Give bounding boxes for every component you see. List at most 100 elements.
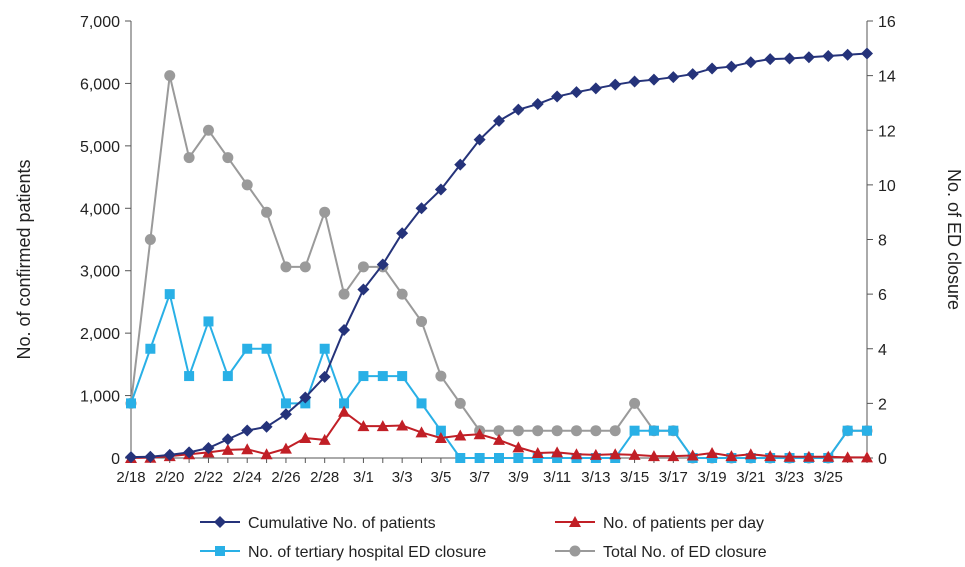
data-point: [164, 70, 176, 82]
data-point: [648, 425, 659, 436]
series-line: [130, 75, 867, 459]
left-axis-title: No. of confirmed patients: [14, 159, 34, 359]
data-point: [629, 397, 641, 409]
data-point: [706, 447, 719, 459]
data-point: [339, 398, 350, 409]
legend-marker: [214, 516, 226, 528]
data-point: [609, 448, 622, 460]
right-tick-label: 12: [878, 123, 896, 140]
data-point: [512, 441, 525, 453]
legend-marker: [569, 516, 581, 527]
data-point: [589, 448, 602, 460]
data-point: [202, 442, 215, 455]
x-tick-label: 3/17: [659, 469, 688, 486]
legend-label: No. of patients per day: [603, 515, 764, 532]
data-point: [126, 398, 136, 409]
left-tick-label: 3,000: [80, 264, 120, 281]
data-point: [222, 371, 233, 382]
legend-item: No. of patients per day: [555, 515, 764, 532]
data-point: [725, 450, 738, 462]
x-tick-label: 3/13: [581, 469, 610, 486]
data-point: [377, 371, 388, 382]
data-point: [396, 288, 408, 300]
data-point: [454, 158, 467, 171]
data-point: [338, 288, 350, 300]
left-tick-label: 1,000: [80, 389, 120, 406]
data-point: [628, 448, 641, 460]
data-point: [434, 183, 447, 196]
data-point: [570, 425, 582, 437]
series-triangle: [125, 405, 873, 463]
legend-marker: [215, 546, 225, 556]
data-point: [667, 450, 680, 462]
x-tick-label: 2/20: [155, 469, 184, 486]
data-point: [145, 343, 156, 354]
left-tick-label: 6,000: [80, 76, 120, 93]
x-tick-label: 3/19: [697, 469, 726, 486]
data-point: [396, 419, 409, 431]
legend: Cumulative No. of patients No. of patient…: [200, 515, 767, 561]
data-point: [397, 371, 408, 382]
right-tick-label: 0: [878, 451, 887, 468]
data-point: [455, 453, 466, 463]
left-tick-label: 0: [111, 451, 120, 468]
data-point: [802, 51, 815, 64]
data-point: [744, 448, 757, 460]
data-point: [261, 343, 272, 354]
data-point: [357, 261, 369, 273]
data-point: [647, 450, 660, 462]
data-point: [841, 451, 854, 463]
x-tick-label: 3/23: [775, 469, 804, 486]
data-point: [783, 450, 796, 462]
data-point: [609, 78, 622, 91]
x-tick-label: 2/22: [194, 469, 223, 486]
data-point: [318, 370, 331, 383]
legend-item: No. of tertiary hospital ED closure: [200, 544, 486, 561]
data-point: [163, 448, 176, 461]
data-point: [164, 289, 175, 300]
data-point: [668, 425, 679, 436]
data-point: [435, 370, 447, 382]
data-point: [222, 152, 234, 164]
legend-label: Cumulative No. of patients: [248, 515, 436, 532]
data-point: [241, 179, 253, 191]
series-diamond: [125, 47, 873, 464]
right-tick-label: 6: [878, 287, 887, 304]
data-point: [357, 420, 370, 432]
data-point: [279, 408, 292, 421]
data-point: [493, 114, 505, 127]
series-circle: [125, 70, 873, 464]
data-point: [532, 425, 544, 437]
data-point: [841, 48, 854, 61]
data-point: [454, 429, 467, 441]
data-point: [744, 56, 757, 69]
x-tick-label: 2/18: [116, 469, 145, 486]
data-point: [241, 443, 254, 455]
data-point: [474, 453, 485, 463]
data-point: [221, 433, 234, 446]
data-point: [609, 425, 621, 437]
legend-label: No. of tertiary hospital ED closure: [248, 544, 486, 561]
x-tick-label: 3/11: [543, 469, 571, 486]
data-point: [338, 405, 351, 417]
data-point: [358, 371, 369, 382]
left-tick-label: 5,000: [80, 139, 120, 156]
x-tick-label: 2/24: [233, 469, 262, 486]
data-point: [764, 53, 777, 66]
data-point: [125, 451, 137, 464]
data-point: [473, 428, 486, 440]
data-point: [376, 420, 389, 432]
data-point: [706, 62, 719, 75]
data-point: [434, 432, 447, 444]
data-point: [221, 443, 234, 455]
legend-label: Total No. of ED closure: [603, 544, 767, 561]
data-point: [279, 442, 292, 454]
data-point: [493, 425, 505, 437]
data-point: [822, 450, 835, 462]
data-point: [184, 371, 195, 382]
data-point: [144, 234, 156, 245]
data-point: [183, 446, 196, 459]
data-point: [686, 68, 699, 81]
